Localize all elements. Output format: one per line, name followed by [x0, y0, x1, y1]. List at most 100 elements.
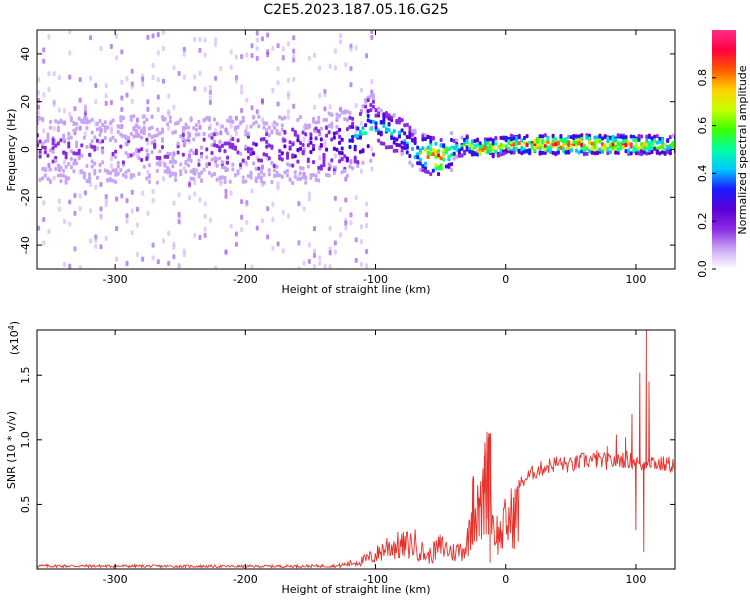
spectrogram-ridge-cell	[43, 168, 47, 173]
spectrogram-noise-cell	[339, 33, 343, 39]
spectrogram-ridge-cell	[176, 150, 180, 155]
spectrogram-noise-cell	[125, 213, 129, 219]
spectrogram-noise-cell	[354, 45, 358, 51]
spectrogram-ridge-cell	[241, 115, 245, 120]
spectrogram-ridge-cell	[424, 147, 428, 152]
spectrogram-ridge-cell	[244, 132, 248, 137]
spectrogram-ridge-cell	[512, 142, 516, 147]
spectrogram-ridge-cell	[153, 139, 157, 144]
spectrogram-ridge-cell	[67, 136, 71, 141]
spectrogram-ridge-cell	[338, 113, 342, 118]
spectrogram-ridge-cell	[371, 93, 375, 98]
spectrogram-ridge-cell	[522, 136, 526, 141]
spectrogram-ridge-cell	[145, 137, 149, 142]
spectrogram-ridge-cell	[606, 151, 610, 156]
spectrogram-ridge-cell	[98, 140, 102, 145]
spectrogram-ridge-cell	[147, 179, 151, 184]
spectrogram-ridge-cell	[351, 124, 355, 129]
spectrogram-ridge-cell	[155, 161, 159, 166]
spectrogram-ridge-cell	[197, 132, 201, 137]
spectrogram-ridge-cell	[601, 142, 605, 147]
spectrogram-ridge-cell	[559, 145, 563, 150]
spectrogram-ridge-cell	[358, 135, 362, 140]
spectrogram-ridge-cell	[452, 156, 456, 161]
spectrogram-ridge-cell	[353, 159, 357, 164]
spectrogram-ridge-cell	[348, 164, 352, 169]
spectrogram-ridge-cell	[624, 138, 628, 143]
spectrogram-ridge-cell	[98, 119, 102, 124]
spectrogram-ridge-cell	[142, 164, 146, 169]
spectrogram-ridge-cell	[371, 104, 375, 109]
spectrogram-ridge-cell	[168, 151, 172, 156]
spectrogram-ridge-cell	[611, 142, 615, 147]
spectrogram-ridge-cell	[218, 176, 222, 181]
spectrogram-noise-cell	[359, 239, 363, 245]
spectrogram-ridge-cell	[470, 146, 474, 151]
spectrogram-ridge-cell	[564, 137, 568, 142]
spectrogram-ridge-cell	[556, 150, 560, 155]
spectrogram-ridge-cell	[179, 117, 183, 122]
spectrogram-ridge-cell	[397, 116, 401, 121]
spectrogram-noise-cell	[292, 48, 296, 54]
spectrogram-ridge-cell	[51, 159, 55, 164]
spectrogram-ridge-cell	[233, 145, 237, 150]
spectrogram-noise-cell	[47, 34, 51, 40]
spectrogram-ridge-cell	[254, 166, 258, 171]
spectrogram-noise-cell	[78, 193, 82, 199]
spectrogram-noise-cell	[240, 84, 244, 90]
spectrogram-ridge-cell	[325, 118, 329, 123]
spectrogram-ridge-cell	[129, 175, 133, 180]
spectrogram-ridge-cell	[124, 141, 128, 146]
spectrogram-ridge-cell	[655, 140, 659, 145]
spectrogram-ridge-cell	[585, 146, 589, 151]
spectrogram-ridge-cell	[309, 132, 313, 137]
spectrogram-ridge-cell	[174, 173, 178, 178]
spectrogram-ridge-cell	[267, 172, 271, 177]
spectrogram-ridge-cell	[653, 134, 657, 139]
spectrogram-ridge-cell	[202, 137, 206, 142]
spectrogram-noise-cell	[99, 244, 103, 250]
spectrogram-ridge-cell	[504, 138, 508, 143]
spectrogram-ridge-cell	[655, 134, 659, 139]
spectrogram-noise-cell	[292, 76, 296, 82]
spectrogram-ridge-cell	[418, 147, 422, 152]
spectrogram-noise-cell	[333, 65, 337, 71]
spectrogram-y-axis-label: Frequency (Hz)	[5, 109, 18, 192]
figure-title: C2E5.2023.187.05.16.G25	[263, 2, 448, 18]
spectrogram-ridge-cell	[288, 163, 292, 168]
spectrogram-ridge-cell	[442, 157, 446, 162]
spectrogram-ridge-cell	[85, 126, 89, 131]
spectrogram-noise-cell	[255, 55, 259, 61]
spectrogram-ridge-cell	[88, 179, 92, 184]
spectrogram-ridge-cell	[421, 164, 425, 169]
spectrogram-ridge-cell	[228, 179, 232, 184]
spectrogram-ridge-cell	[416, 155, 420, 160]
spectrogram-ridge-cell	[142, 125, 146, 130]
spectrogram-ridge-cell	[325, 173, 329, 178]
spectrogram-noise-cell	[333, 48, 337, 54]
spectrogram-noise-cell	[68, 111, 72, 117]
spectrogram-noise-cell	[167, 125, 171, 131]
x-tick-label: 0	[502, 573, 509, 586]
spectrogram-ridge-cell	[476, 143, 480, 148]
spectrogram-noise-cell	[344, 197, 348, 203]
spectrogram-ridge-cell	[345, 109, 349, 114]
spectrogram-ridge-cell	[486, 141, 490, 146]
spectrogram-ridge-cell	[262, 172, 266, 177]
spectrogram-noise-cell	[52, 99, 56, 105]
spectrogram-ridge-cell	[431, 148, 435, 153]
spectrogram-ridge-cell	[90, 159, 94, 164]
spectrogram-ridge-cell	[171, 159, 175, 164]
spectrogram-noise-cell	[42, 58, 46, 64]
spectrogram-noise-cell	[208, 100, 212, 106]
spectrogram-noise-cell	[318, 255, 322, 261]
spectrogram-noise-cell	[333, 249, 337, 255]
spectrogram-ridge-cell	[223, 175, 227, 180]
spectrogram-ridge-cell	[634, 147, 638, 152]
spectrogram-ridge-cell	[650, 136, 654, 141]
spectrogram-ridge-cell	[259, 175, 263, 180]
spectrogram-ridge-cell	[520, 138, 524, 143]
spectrogram-ridge-cell	[528, 151, 532, 156]
spectrogram-ridge-cell	[77, 148, 81, 153]
